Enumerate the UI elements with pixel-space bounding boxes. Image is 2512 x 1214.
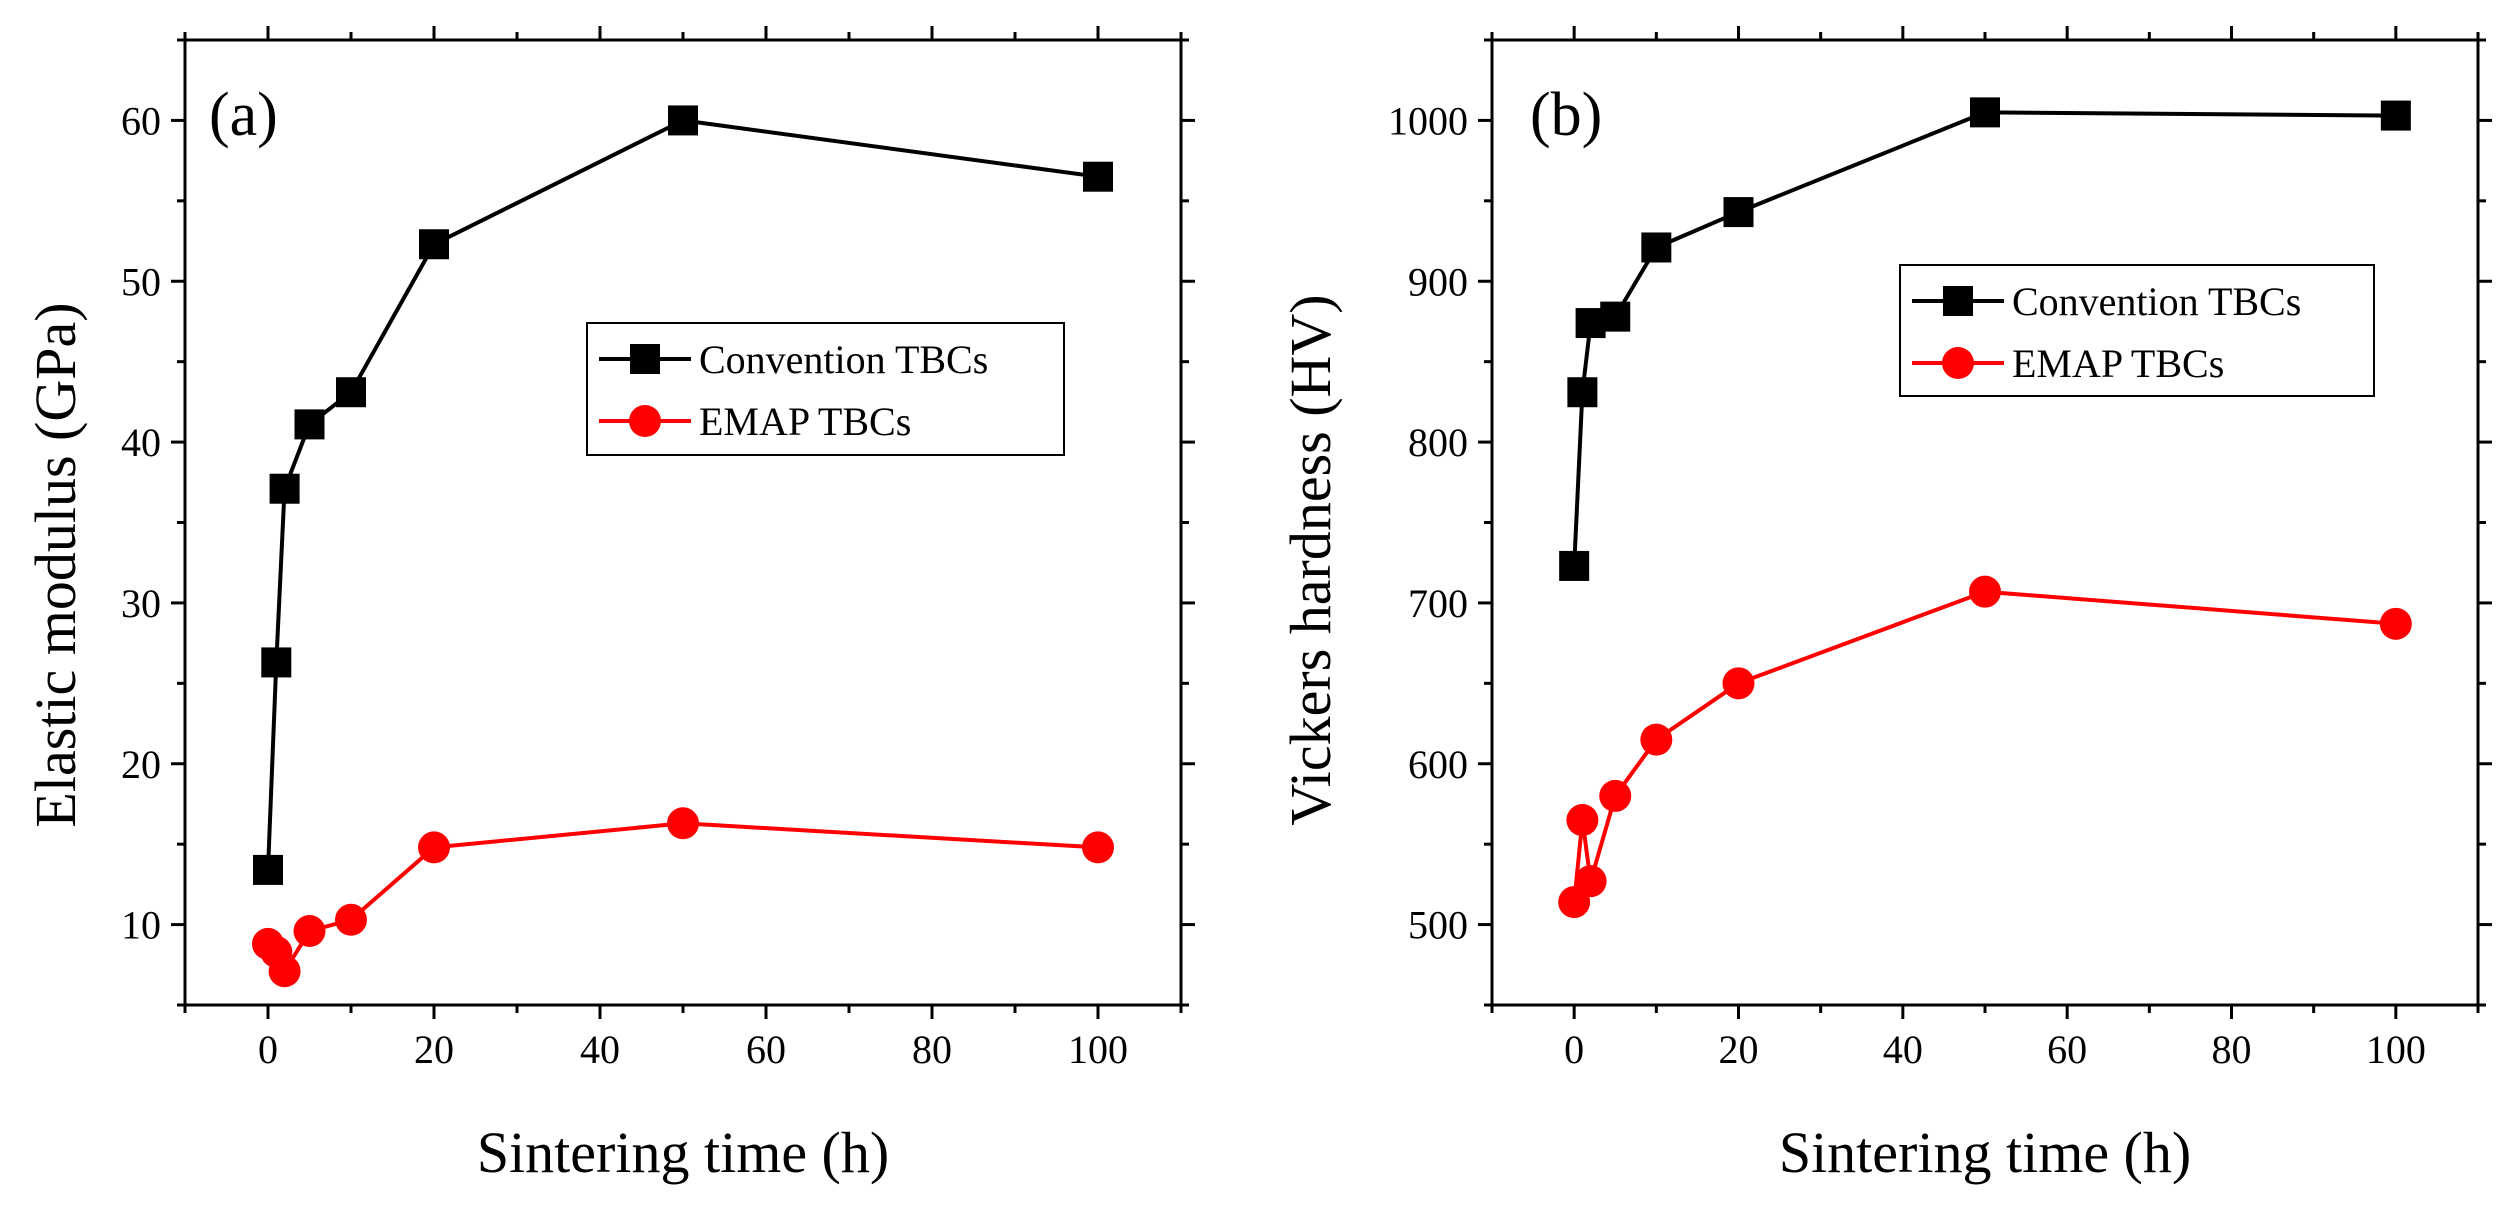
data-point-emap-tbcs: [1969, 575, 2001, 608]
legend-marker-emap-tbcs: [1942, 347, 1974, 379]
data-point-emap-tbcs: [293, 915, 326, 948]
data-point-convention-tbcs: [253, 854, 283, 885]
data-point-convention-tbcs: [1567, 377, 1598, 408]
legend-label-convention-tbcs: Convention TBCs: [699, 337, 988, 382]
plot-frame: [183, 38, 1183, 1007]
x-tick-label: 20: [1719, 1027, 1759, 1072]
y-tick-label: 40: [121, 420, 161, 465]
data-point-convention-tbcs: [1970, 97, 2000, 128]
legend: Convention TBCs EMAP TBCs: [1899, 264, 2375, 397]
x-tick-label: 100: [1068, 1027, 1128, 1072]
legend-label-emap-tbcs: EMAP TBCs: [2012, 341, 2224, 386]
legend-box: [1899, 264, 2375, 397]
series-line-emap-tbcs: [266, 821, 1099, 974]
x-tick-label: 80: [2212, 1027, 2252, 1072]
data-point-convention-tbcs: [1600, 301, 1631, 332]
legend-marker-convention-tbcs: [630, 344, 660, 374]
y-tick-label: 10: [121, 903, 161, 948]
y-tick-label: 800: [1408, 420, 1468, 465]
data-point-convention-tbcs: [261, 647, 292, 678]
x-tick-label: 60: [2047, 1027, 2087, 1072]
y-tick-label: 500: [1408, 903, 1468, 948]
x-tick-label: 40: [580, 1027, 620, 1072]
data-point-convention-tbcs: [1723, 197, 1754, 228]
y-tick-label: 60: [121, 98, 161, 143]
series-line-emap-tbcs: [1572, 589, 2396, 903]
data-point-emap-tbcs: [1082, 831, 1114, 864]
y-tick-label: 50: [121, 259, 161, 304]
legend-label-emap-tbcs: EMAP TBCs: [699, 399, 911, 444]
data-point-emap-tbcs: [1574, 865, 1607, 898]
x-tick-label: 20: [414, 1027, 454, 1072]
data-point-convention-tbcs: [294, 409, 325, 440]
panel-b-label: (b): [1530, 81, 1602, 149]
data-point-convention-tbcs: [419, 229, 449, 260]
panel-b-vickers-hardness: (b) Sintering time (h) Vickers hardness …: [1278, 26, 2492, 1185]
data-point-emap-tbcs: [418, 831, 450, 864]
x-tick-label: 40: [1883, 1027, 1923, 1072]
plot-frame: [1490, 38, 2480, 1007]
data-point-emap-tbcs: [1566, 804, 1599, 837]
panel-a-y-axis-title: Elastic modulus (GPa): [23, 302, 88, 827]
panel-a-elastic-modulus: (a) Sintering time (h) Elastic modulus (…: [23, 26, 1195, 1185]
legend-box: [586, 322, 1065, 456]
x-tick-label: 60: [746, 1027, 786, 1072]
y-tick-label: 600: [1408, 742, 1468, 787]
data-point-emap-tbcs: [335, 903, 367, 936]
legend-marker-emap-tbcs: [629, 405, 661, 437]
y-tick-label: 1000: [1388, 98, 1468, 143]
data-point-emap-tbcs: [1599, 779, 1632, 812]
x-tick-label: 80: [912, 1027, 952, 1072]
data-point-emap-tbcs: [2379, 607, 2412, 640]
y-tick-label: 700: [1408, 581, 1468, 626]
x-tick-label: 100: [2366, 1027, 2426, 1072]
series-line-convention-tbcs: [266, 118, 1099, 870]
data-point-emap-tbcs: [1640, 723, 1673, 756]
legend: Convention TBCs EMAP TBCs: [586, 322, 1065, 456]
data-point-emap-tbcs: [268, 955, 301, 988]
y-tick-label: 20: [121, 742, 161, 787]
data-point-convention-tbcs: [1559, 550, 1590, 581]
panel-b-y-axis-title: Vickers hardness (HV): [1278, 294, 1343, 825]
data-point-emap-tbcs: [1722, 667, 1755, 700]
y-tick-label: 30: [121, 581, 161, 626]
data-point-convention-tbcs: [336, 377, 366, 408]
data-point-convention-tbcs: [2380, 100, 2411, 131]
data-point-convention-tbcs: [1083, 161, 1113, 192]
y-tick-label: 900: [1408, 259, 1468, 304]
legend-marker-convention-tbcs: [1943, 286, 1973, 316]
x-tick-label: 0: [258, 1027, 278, 1072]
data-point-convention-tbcs: [668, 105, 698, 136]
legend-label-convention-tbcs: Convention TBCs: [2012, 279, 2301, 324]
data-point-convention-tbcs: [269, 473, 300, 504]
panel-b-x-axis-title: Sintering time (h): [1779, 1120, 2191, 1185]
panel-a-x-axis-title: Sintering time (h): [477, 1120, 889, 1185]
data-point-emap-tbcs: [667, 807, 699, 840]
x-tick-label: 0: [1564, 1027, 1584, 1072]
panel-a-label: (a): [209, 81, 278, 149]
data-point-convention-tbcs: [1641, 232, 1672, 263]
